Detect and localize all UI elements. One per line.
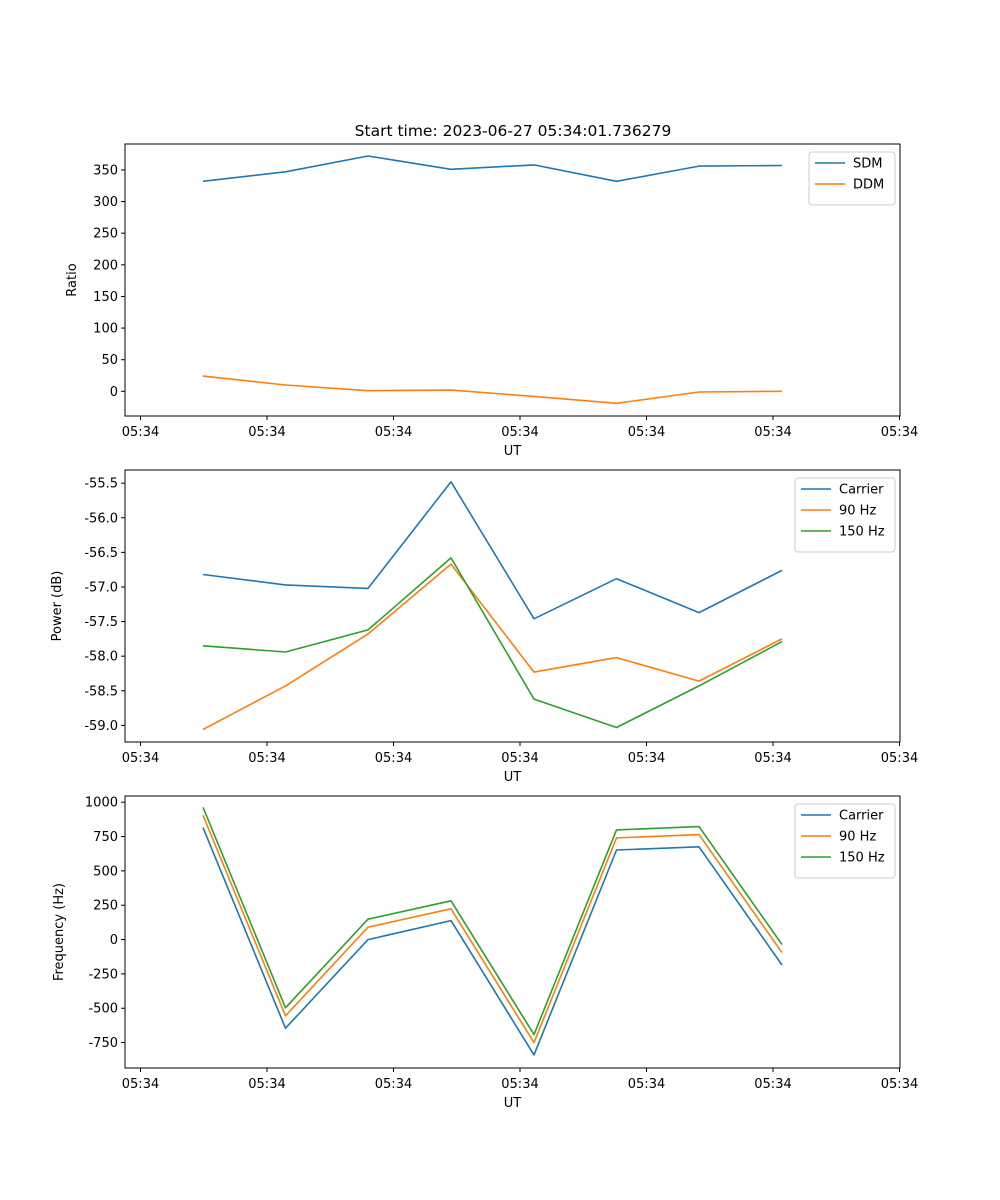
legend: Carrier 90 Hz 150 Hz — [794, 477, 896, 553]
series-line-sdm — [202, 155, 783, 183]
legend: SDM DDM — [808, 151, 896, 206]
y-tick-label: 300 — [93, 195, 118, 210]
series-line-150-hz — [202, 806, 783, 1036]
x-tick-label: 05:34 — [881, 751, 918, 766]
x-tick-label: 05:34 — [501, 751, 538, 766]
x-tick-label: 05:34 — [375, 1077, 412, 1092]
y-tick-label: -59.0 — [84, 719, 118, 734]
x-tick-label: 05:34 — [501, 425, 538, 440]
x-tick-label: 05:34 — [122, 1077, 159, 1092]
y-tick-label: 100 — [93, 322, 118, 337]
series-line-carrier — [202, 480, 783, 620]
legend-label: 90 Hz — [839, 830, 876, 845]
y-tick-label: 50 — [101, 353, 118, 368]
y-tick-label: -250 — [88, 967, 118, 982]
x-tick-label: 05:34 — [501, 1077, 538, 1092]
x-tick-label: 05:34 — [248, 425, 285, 440]
legend-label: 90 Hz — [839, 504, 876, 519]
subplot-3: 05:34 05:34 05:34 05:34 05:34 05:34 05:34 -750 -… — [52, 795, 918, 1111]
legend-label: 150 Hz — [839, 525, 885, 540]
y-tick-label: 1000 — [85, 796, 118, 811]
legend-label: 150 Hz — [839, 851, 885, 866]
y-tick-label: -58.0 — [84, 650, 118, 665]
y-tick-label: -57.0 — [84, 580, 118, 595]
x-tick-label: 05:34 — [122, 751, 159, 766]
legend-label: Carrier — [839, 483, 884, 498]
y-tick-label: 200 — [93, 258, 118, 273]
y-tick-label: -58.5 — [84, 684, 118, 699]
y-tick-label: 0 — [110, 933, 118, 948]
y-tick-label: -55.5 — [84, 477, 118, 492]
y-tick-label: 250 — [93, 227, 118, 242]
legend: Carrier 90 Hz 150 Hz — [794, 803, 896, 879]
x-tick-label: 05:34 — [881, 1077, 918, 1092]
x-tick-label: 05:34 — [248, 1077, 285, 1092]
y-tick-label: -750 — [88, 1036, 118, 1051]
legend-label: DDM — [853, 178, 884, 193]
x-axis-label: UT — [504, 770, 522, 785]
legend-box — [808, 151, 896, 206]
y-tick-label: 150 — [93, 290, 118, 305]
axes-frame — [124, 469, 901, 743]
y-tick-label: 250 — [93, 899, 118, 914]
y-tick-label: -56.0 — [84, 511, 118, 526]
x-tick-label: 05:34 — [754, 1077, 791, 1092]
x-tick-label: 05:34 — [248, 751, 285, 766]
x-tick-label: 05:34 — [628, 1077, 665, 1092]
y-tick-label: 750 — [93, 830, 118, 845]
y-tick-label: -57.5 — [84, 615, 118, 630]
legend-label: Carrier — [839, 809, 884, 824]
y-tick-label: 350 — [93, 163, 118, 178]
x-tick-label: 05:34 — [375, 751, 412, 766]
series-line-90-hz — [202, 814, 783, 1044]
x-tick-label: 05:34 — [881, 425, 918, 440]
axes-frame — [124, 795, 901, 1069]
axes-frame — [124, 143, 901, 417]
x-tick-label: 05:34 — [754, 751, 791, 766]
x-tick-label: 05:34 — [122, 425, 159, 440]
series-line-ddm — [202, 375, 783, 405]
x-tick-label: 05:34 — [754, 425, 791, 440]
series-line-150-hz — [202, 557, 783, 729]
y-axis-label: Frequency (Hz) — [52, 883, 67, 981]
x-tick-label: 05:34 — [628, 751, 665, 766]
x-tick-label: 05:34 — [628, 425, 665, 440]
y-tick-label: -56.5 — [84, 546, 118, 561]
subplot-1: 05:34 05:34 05:34 05:34 05:34 05:34 05:34 0 50 10… — [65, 143, 918, 459]
legend-box — [794, 477, 896, 553]
y-axis-label: Ratio — [65, 263, 80, 296]
subplot-2: 05:34 05:34 05:34 05:34 05:34 05:34 05:34 -59.0… — [50, 469, 918, 785]
figure-title: Start time: 2023-06-27 05:34:01.736279 — [355, 122, 672, 140]
y-tick-label: 0 — [110, 385, 118, 400]
legend-label: SDM — [853, 157, 882, 172]
y-tick-label: 500 — [93, 864, 118, 879]
x-tick-label: 05:34 — [375, 425, 412, 440]
series-line-carrier — [202, 827, 783, 1056]
series-line-90-hz — [202, 563, 783, 731]
x-axis-label: UT — [504, 1096, 522, 1111]
y-tick-label: -500 — [88, 1002, 118, 1017]
x-axis-label: UT — [504, 444, 522, 459]
legend-box — [794, 803, 896, 879]
y-axis-label: Power (dB) — [50, 571, 65, 642]
